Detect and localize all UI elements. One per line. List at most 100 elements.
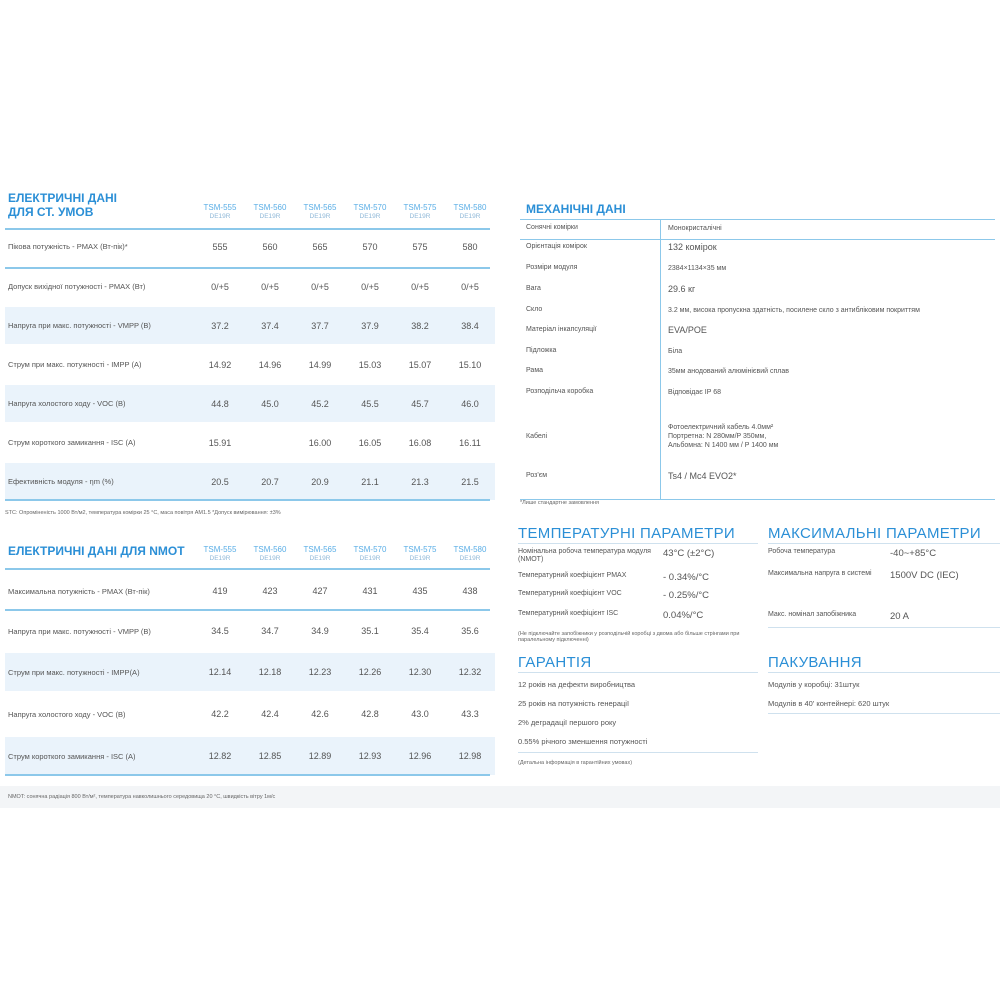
cell-value: 15.10 — [458, 359, 482, 370]
max-row: Макс. номінал запобіжника 20 A — [768, 611, 909, 622]
warranty-footnote: (Детальна інформація в гарантійних умова… — [518, 760, 633, 766]
table-row: Струм короткого замикання - ISC (А) 12.82… — [5, 737, 495, 775]
cell-value: 38.4 — [461, 320, 479, 331]
cell-value: 43.0 — [411, 709, 429, 719]
cell-value: 37.2 — [211, 320, 229, 331]
model-suffix: DE19R — [309, 213, 331, 220]
cell-value: 34.5 — [211, 626, 229, 636]
cell-value: 435 — [412, 586, 428, 596]
cell-value: 43.3 — [461, 709, 479, 719]
cell-value: 419 — [212, 586, 228, 596]
model-name: TSM-555 — [203, 545, 237, 554]
mech-row: Скло 3.2 мм, висока пропускна здатність, … — [520, 306, 995, 315]
cell-value: 21.5 — [461, 476, 479, 487]
model-name: TSM-575 — [403, 203, 437, 212]
cell-value: 37.7 — [311, 320, 329, 331]
cell-value: 580 — [462, 241, 478, 252]
cell-value: 575 — [412, 241, 428, 252]
row-label: Максимальна потужність - PMAX (Вт-пік) — [8, 586, 150, 596]
mech-key: Розподільча коробка — [526, 388, 594, 395]
temp-footnote: (Не підключайте запобіжники у розподільч… — [518, 631, 740, 643]
cell-value: 16.05 — [358, 437, 382, 448]
model-name: TSM-560 — [253, 545, 287, 554]
mech-row: Розподільча коробка Відповідає IP 68 — [520, 388, 995, 397]
cell-value: 15.03 — [358, 359, 382, 370]
row-label: Ефективність модуля - ηm (%) — [8, 477, 114, 486]
model-suffix: DE19R — [209, 213, 231, 220]
cell-value: 431 — [362, 586, 378, 596]
divider — [768, 672, 1000, 673]
cell-value: 570 — [362, 241, 378, 252]
model-name: TSM-575 — [403, 545, 437, 554]
cell-value: 42.8 — [361, 709, 379, 719]
cell-value: 45.5 — [361, 398, 379, 409]
cell-value: 20.5 — [211, 476, 229, 487]
temp-key: Температурний коефіцієнт ISC — [518, 610, 619, 617]
cell-value: 12.26 — [358, 667, 382, 677]
cell-value: 560 — [262, 241, 278, 252]
max-title: МАКСИМАЛЬНІ ПАРАМЕТРИ — [768, 525, 981, 542]
model-header: TSM-570 DE19R — [345, 545, 395, 563]
model-name: TSM-560 — [253, 203, 287, 212]
mech-key: Матеріал інкапсуляції — [526, 326, 597, 333]
cell-value: 45.2 — [311, 398, 329, 409]
cell-value: 15.07 — [408, 359, 432, 370]
warranty-item: 12 років на дефекти виробництва — [518, 680, 636, 689]
mech-key: Кабелі — [526, 432, 548, 440]
model-suffix: DE19R — [359, 555, 381, 562]
mech-footnote: *Лише стандартне замовлення — [520, 500, 600, 506]
cell-value: 35.4 — [411, 626, 429, 636]
cell-value: 12.85 — [258, 751, 282, 761]
cell-value: 38.2 — [411, 320, 429, 331]
cell-value: 42.2 — [211, 709, 229, 719]
mech-value: Біла — [668, 348, 683, 355]
model-suffix: DE19R — [259, 213, 281, 220]
model-suffix: DE19R — [409, 555, 431, 562]
divider — [518, 543, 758, 544]
cell-value: 34.7 — [261, 626, 279, 636]
table-row: Напруга холостого ходу - VOC (В) 44.8 45.0… — [5, 385, 495, 422]
temp-value: - 0.34%/°C — [663, 572, 710, 583]
model-header: TSM-570 DE19R — [345, 203, 395, 221]
cell-value: 12.18 — [258, 667, 282, 677]
row-label: Напруга при макс. потужності - VMPP (В) — [8, 626, 151, 636]
nmot-model-headers: TSM-555 DE19R TSM-560 DE19R TSM-565 DE19R TSM-… — [195, 545, 495, 563]
nmot-title: ЕЛЕКТРИЧНІ ДАНІ ДЛЯ NMOT — [8, 544, 185, 558]
model-name: TSM-570 — [353, 545, 387, 554]
temp-row: Температурний коефіцієнт PMAX - 0.34%/°C — [518, 572, 709, 583]
row-label: Напруга холостого ходу - VOC (В) — [8, 709, 126, 719]
model-name: TSM-580 — [453, 545, 487, 554]
model-header: TSM-565 DE19R — [295, 545, 345, 563]
divider — [518, 672, 758, 673]
mech-value: Відповідає IP 68 — [668, 389, 721, 396]
cell-value: 21.1 — [361, 476, 379, 487]
mech-title: МЕХАНІЧНІ ДАНІ — [526, 202, 626, 216]
cell-value: 35.6 — [461, 626, 479, 636]
mech-value: 3.2 мм, висока пропускна здатність, поси… — [668, 307, 920, 314]
table-row: Струм при макс. потужності - IMPP (А) 14.… — [5, 346, 495, 383]
mech-key: Скло — [526, 306, 543, 313]
row-label: Струм короткого замикання - ISC (А) — [8, 438, 136, 447]
cell-value: 0/+5 — [211, 281, 229, 292]
cell-value: 12.30 — [408, 667, 432, 677]
mech-value: EVA/POE — [668, 325, 707, 335]
cell-value: 12.96 — [408, 751, 432, 761]
cell-value: 20.7 — [261, 476, 279, 487]
divider — [5, 774, 490, 776]
cell-value: 438 — [462, 586, 478, 596]
table-row: Ефективність модуля - ηm (%) 20.5 20.7 20.9… — [5, 463, 495, 500]
divider — [520, 219, 995, 220]
mech-row: Підложка Біла — [520, 347, 995, 356]
cell-value: 15.91 — [208, 437, 232, 448]
stc-footnote: STC: Опроміненість 1000 Вт/м2, температу… — [5, 510, 281, 516]
cell-value: 42.4 — [261, 709, 279, 719]
mech-value: Ts4 / Mc4 EVO2* — [668, 471, 737, 481]
model-header: TSM-560 DE19R — [245, 203, 295, 221]
mech-key: Розміри модуля — [526, 264, 578, 271]
divider — [5, 609, 490, 611]
pack-item: Модулів у коробці: 31штук — [768, 680, 860, 689]
cell-value: 14.92 — [208, 359, 232, 370]
cell-value: 37.9 — [361, 320, 379, 331]
temp-value: - 0.25%/°C — [663, 590, 710, 601]
temp-key: Температурний коефіцієнт VOC — [518, 590, 622, 597]
